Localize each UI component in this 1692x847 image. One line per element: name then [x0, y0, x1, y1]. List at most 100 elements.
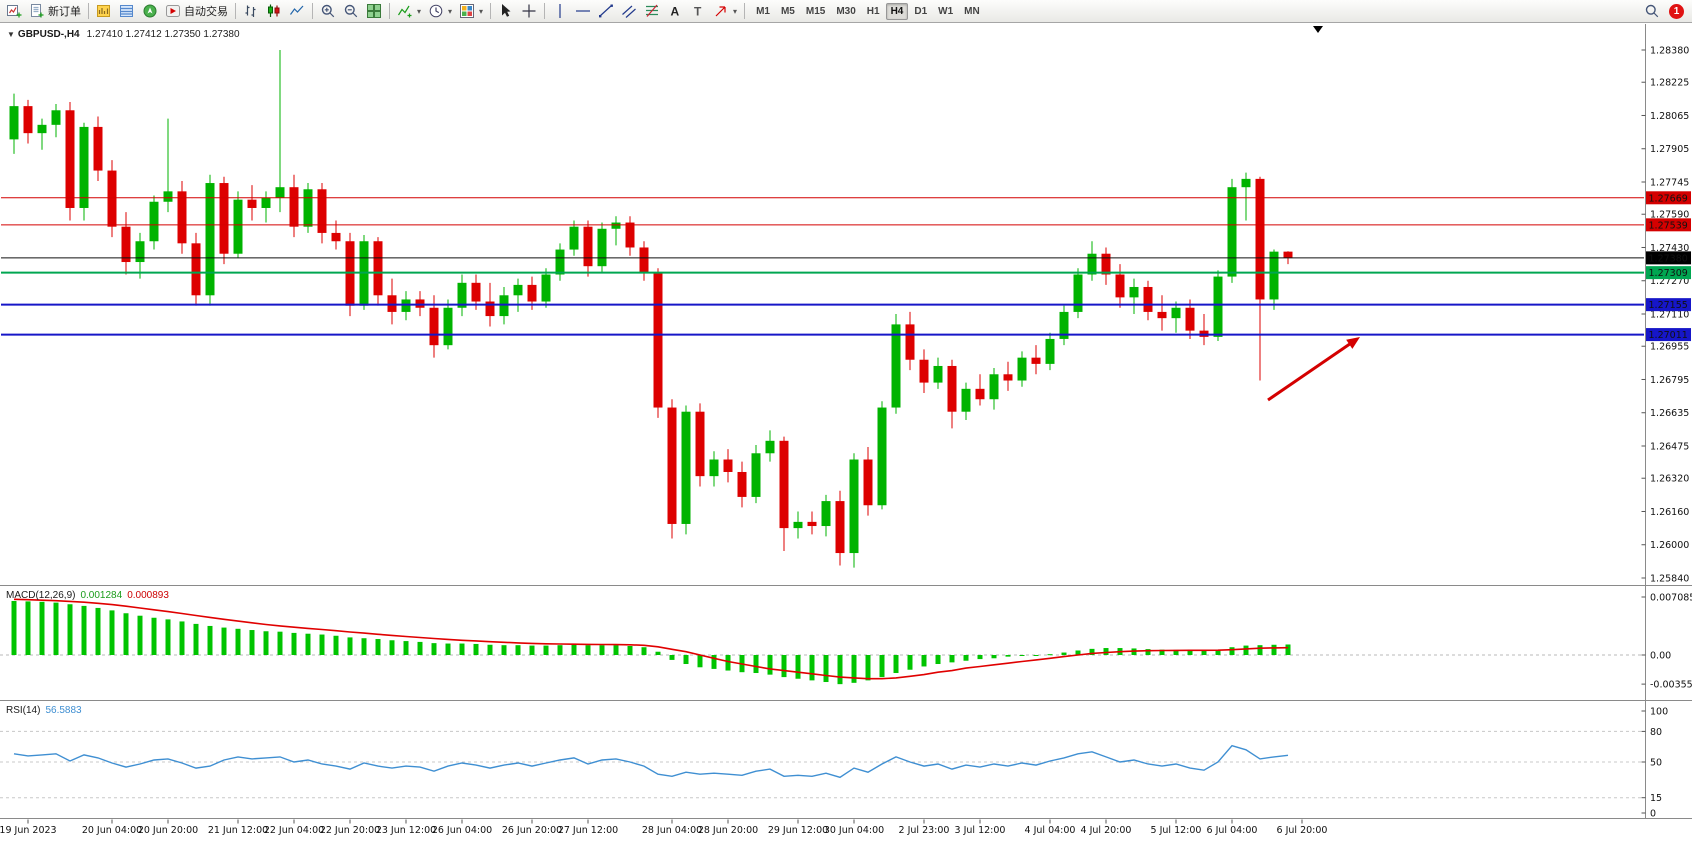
new-order-button[interactable]: 新订单 [26, 1, 84, 22]
autotrading-icon [166, 5, 180, 17]
candle-up [37, 124, 47, 134]
price-axis-label: 1.26635 [1650, 408, 1689, 419]
price-tag [1646, 218, 1691, 232]
timeframe-w1[interactable]: W1 [938, 5, 954, 17]
candle-up [933, 365, 943, 383]
time-axis-label: 19 Jun 2023 [0, 825, 57, 836]
macd-histogram-bar [25, 601, 31, 655]
candle-up [261, 197, 271, 208]
data-window-button[interactable] [116, 1, 138, 22]
candle-down [289, 187, 299, 227]
bar-chart-button[interactable] [240, 1, 262, 22]
periods-button[interactable]: ▾ [425, 1, 455, 22]
zoom-out-button[interactable] [340, 1, 362, 22]
price-axis-label: 1.26160 [1650, 507, 1689, 518]
timeframe-m30[interactable]: M30 [836, 5, 856, 17]
macd-axis-label: 0.00 [1650, 651, 1671, 662]
time-axis-label: 28 Jun 04:00 [642, 825, 702, 836]
horizontal-line-button[interactable] [572, 1, 594, 22]
arrows-button[interactable]: ▾ [710, 1, 740, 22]
timeframe-d1[interactable]: D1 [914, 5, 928, 17]
search-button[interactable] [1641, 1, 1663, 22]
cursor-button[interactable] [495, 1, 517, 22]
price-tag-label: 1.27155 [1649, 300, 1688, 311]
crosshair-button[interactable] [518, 1, 540, 22]
candle-up [205, 183, 215, 296]
macd-histogram-bar [865, 655, 871, 681]
timeframe-m5[interactable]: M5 [780, 5, 795, 17]
timeframe-h4[interactable]: H4 [885, 2, 909, 20]
candle-up [891, 324, 901, 408]
price-tag-label: 1.27011 [1649, 330, 1688, 341]
price-axis-label: 1.26795 [1650, 375, 1689, 386]
time-axis-label: 23 Jun 12:00 [376, 825, 436, 836]
candle-down [121, 226, 131, 263]
vertical-line-button[interactable] [549, 1, 571, 22]
tile-windows-icon [367, 4, 381, 18]
arrow-annotation[interactable] [1267, 339, 1356, 402]
candle-up [79, 126, 89, 208]
line-chart-button[interactable] [286, 1, 308, 22]
macd-histogram-bar [1271, 644, 1277, 655]
tile-windows-button[interactable] [363, 1, 385, 22]
macd-histogram-bar [1201, 650, 1207, 655]
candle-down [1255, 178, 1265, 300]
macd-histogram-bar [1061, 652, 1067, 655]
macd-histogram-bar [109, 610, 115, 655]
zoom-in-icon [321, 4, 335, 18]
candle-up [989, 374, 999, 400]
price-axis-label: 1.26475 [1650, 442, 1689, 453]
chevron-down-icon: ▾ [733, 6, 738, 16]
candlestick-chart-button[interactable] [263, 1, 285, 22]
price-tag [1646, 191, 1691, 205]
timeframe-h1[interactable]: H1 [866, 5, 880, 17]
new-chart-button[interactable] [3, 1, 25, 22]
autotrading-button[interactable]: 自动交易 [162, 1, 231, 22]
chart-title: ▼ GBPUSD-,H4 1.27410 1.27412 1.27350 1.273… [7, 29, 240, 40]
candle-down [23, 106, 33, 134]
macd-histogram-bar [851, 655, 857, 683]
notification-badge[interactable]: 1 [1669, 3, 1684, 19]
candle-up [597, 228, 607, 267]
timeframe-m1[interactable]: M1 [756, 5, 770, 17]
macd-histogram-bar [977, 655, 983, 660]
rsi-label: RSI(14) 56.5883 [6, 705, 82, 716]
candle-up [1227, 187, 1237, 277]
arrow-annotation-head[interactable] [1346, 337, 1360, 349]
macd-histogram-bar [81, 605, 87, 655]
macd-histogram-bar [1257, 645, 1263, 655]
channel-button[interactable] [618, 1, 640, 22]
candle-up [1045, 338, 1055, 364]
candle-down [177, 191, 187, 244]
time-axis-label: 26 Jun 04:00 [432, 825, 492, 836]
macd-histogram-bar [599, 645, 605, 655]
timeframe-m15[interactable]: M15 [805, 5, 826, 17]
bar-chart-icon [245, 5, 256, 17]
text-button[interactable]: A [664, 1, 686, 22]
indicators-button[interactable]: ▾ [394, 1, 424, 22]
macd-histogram-bar [1019, 655, 1025, 656]
candle-up [793, 521, 803, 529]
macd-histogram-bar [1089, 648, 1095, 655]
autotrading-label: 自动交易 [184, 6, 228, 18]
toolbar: 新订单 自动交易 ▾ ▾ ▾ A T ▾ M1 M5 M15 M30 H1 H4 D1 W1 M… [0, 0, 1692, 23]
text-label-button[interactable]: T [687, 1, 709, 22]
navigator-button[interactable] [139, 1, 161, 22]
symbol-menu-icon[interactable]: ▼ [7, 30, 15, 39]
vertical-line-icon [559, 4, 561, 18]
candle-up [1073, 274, 1083, 312]
macd-histogram-bar [683, 655, 689, 665]
timeframe-mn[interactable]: MN [964, 5, 980, 17]
macd-histogram-bar [249, 630, 255, 655]
candle-up [1059, 311, 1069, 339]
templates-button[interactable]: ▾ [456, 1, 486, 22]
trendline-button[interactable] [595, 1, 617, 22]
chart-shift-marker-icon[interactable] [1313, 26, 1323, 33]
zoom-in-button[interactable] [317, 1, 339, 22]
market-watch-button[interactable] [93, 1, 115, 22]
macd-axis-label: -0.003557 [1650, 680, 1692, 691]
time-axis-label: 20 Jun 20:00 [138, 825, 198, 836]
macd-histogram-bar [669, 655, 675, 660]
fibonacci-button[interactable] [641, 1, 663, 22]
